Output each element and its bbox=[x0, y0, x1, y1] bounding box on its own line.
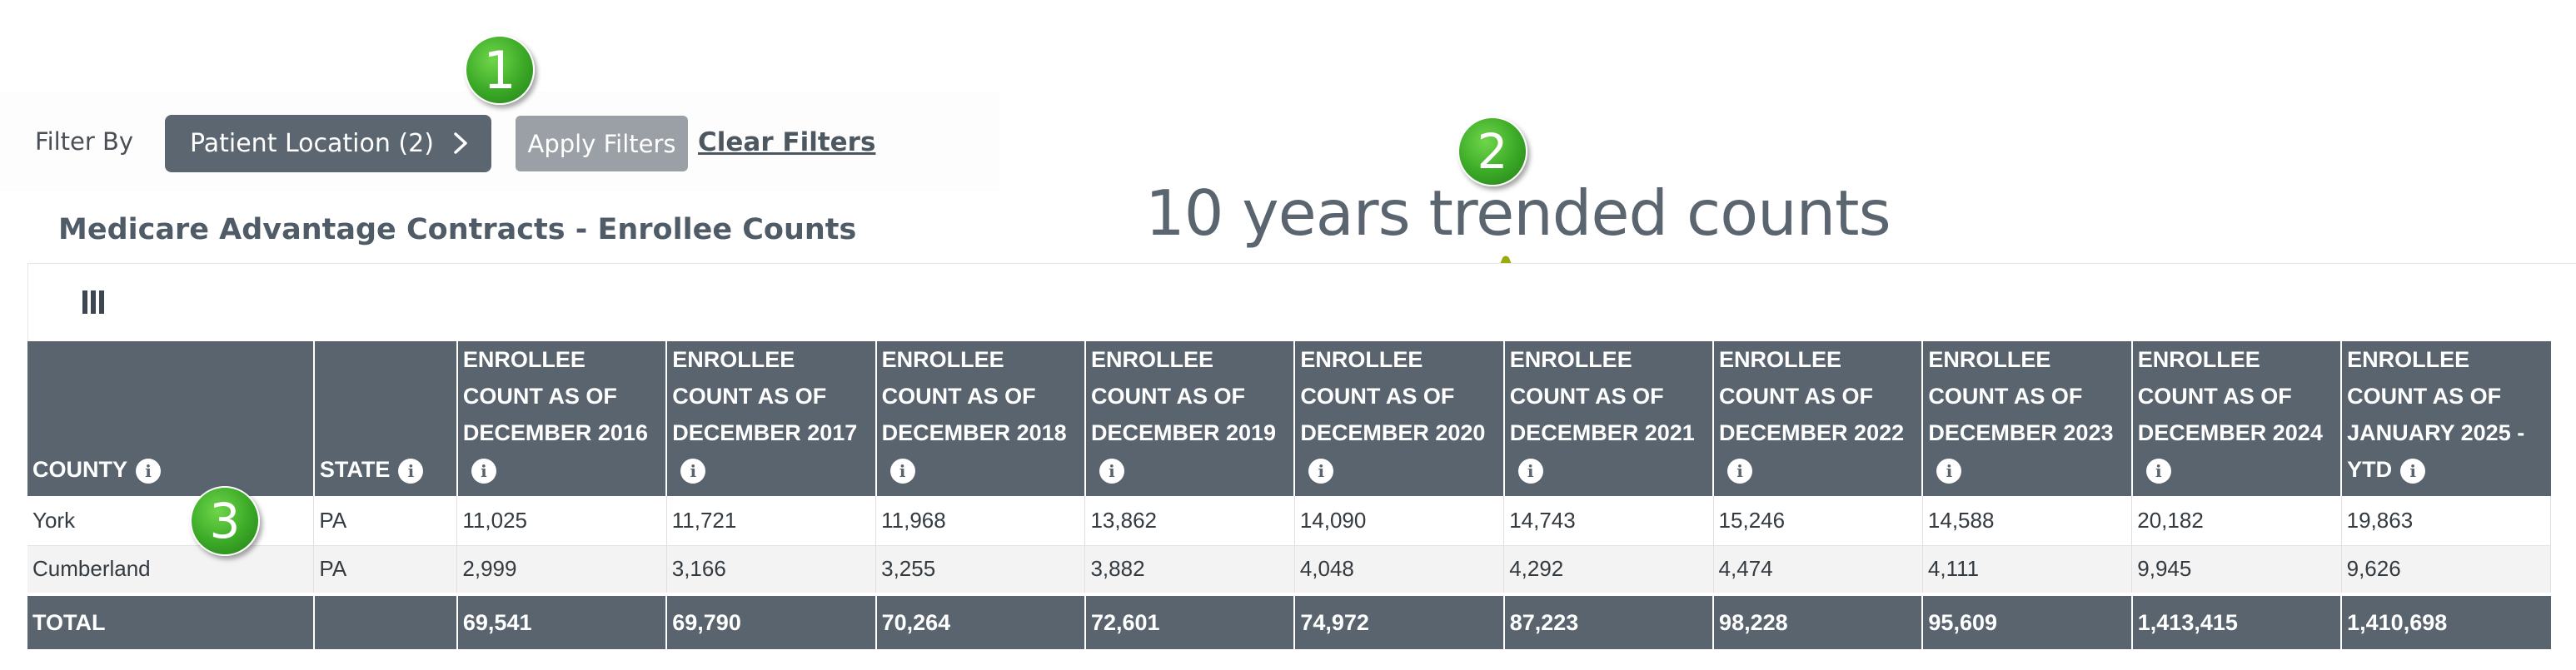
column-header[interactable]: ENROLLEE COUNT AS OF JANUARY 2025 - YTD i bbox=[2341, 341, 2551, 496]
table-cell-count: 2,999 bbox=[456, 544, 667, 594]
table-cell-count: 11,968 bbox=[875, 496, 1086, 545]
table-total-row: TOTAL 69,541 69,790 70,264 72,601 74,972… bbox=[27, 593, 2551, 649]
column-header-label: ENROLLEE COUNT AS OF DECEMBER 2020 bbox=[1300, 347, 1486, 445]
info-icon[interactable]: i bbox=[1727, 458, 1753, 484]
table-cell-count: 4,292 bbox=[1503, 544, 1714, 594]
info-icon[interactable]: i bbox=[398, 458, 424, 484]
column-header[interactable]: ENROLLEE COUNT AS OF DECEMBER 2024 i bbox=[2131, 341, 2343, 496]
column-header[interactable]: ENROLLEE COUNT AS OF DECEMBER 2016 i bbox=[456, 341, 668, 496]
total-cell: 95,609 bbox=[1922, 593, 2133, 649]
column-header-label: ENROLLEE COUNT AS OF DECEMBER 2018 bbox=[881, 347, 1067, 445]
column-header[interactable]: COUNTY i bbox=[27, 341, 315, 496]
total-cell: 98,228 bbox=[1713, 593, 1924, 649]
table-cell-count: 3,166 bbox=[666, 544, 877, 594]
total-cell: 74,972 bbox=[1294, 593, 1505, 649]
table-cell-count: 11,721 bbox=[666, 496, 877, 545]
column-header[interactable]: ENROLLEE COUNT AS OF DECEMBER 2017 i bbox=[666, 341, 877, 496]
table-cell-count: 13,862 bbox=[1084, 496, 1295, 545]
info-icon[interactable]: i bbox=[1517, 458, 1543, 484]
annotation-trend-title: 10 years trended counts bbox=[1145, 176, 1891, 250]
column-header-label: ENROLLEE COUNT AS OF DECEMBER 2022 bbox=[1719, 347, 1905, 445]
table-cell-count: 20,182 bbox=[2131, 496, 2342, 545]
column-header-label: ENROLLEE COUNT AS OF DECEMBER 2016 bbox=[462, 347, 648, 445]
table-cell-count: 9,945 bbox=[2131, 544, 2342, 594]
column-header-label: ENROLLEE COUNT AS OF DECEMBER 2021 bbox=[1509, 347, 1695, 445]
table-row[interactable]: Cumberland PA 2,999 3,166 3,255 3,882 4,… bbox=[27, 544, 2552, 594]
column-header[interactable]: ENROLLEE COUNT AS OF DECEMBER 2023 i bbox=[1922, 341, 2133, 496]
table-cell-count: 14,090 bbox=[1294, 496, 1505, 545]
column-header[interactable]: ENROLLEE COUNT AS OF DECEMBER 2018 i bbox=[875, 341, 1086, 496]
info-icon[interactable]: i bbox=[2145, 458, 2171, 484]
info-icon[interactable]: i bbox=[1308, 458, 1334, 484]
table-cell-state: PA bbox=[313, 496, 458, 545]
column-header-label: ENROLLEE COUNT AS OF DECEMBER 2017 bbox=[672, 347, 858, 445]
table-cell-count: 3,882 bbox=[1084, 544, 1295, 594]
table-cell-count: 9,626 bbox=[2341, 544, 2552, 594]
table-cell-count: 4,474 bbox=[1713, 544, 1923, 594]
table-header-row: COUNTY i STATE i ENROLLEE COUNT AS OF DECE… bbox=[27, 341, 2551, 496]
total-cell: 69,790 bbox=[666, 593, 877, 649]
info-icon[interactable]: i bbox=[889, 458, 915, 484]
patient-location-button[interactable]: Patient Location (2) bbox=[165, 115, 491, 172]
table-cell-count: 4,111 bbox=[1922, 544, 2133, 594]
table-cell-county: Cumberland bbox=[27, 544, 315, 594]
column-header-label: ENROLLEE COUNT AS OF DECEMBER 2019 bbox=[1090, 347, 1277, 445]
column-header[interactable]: ENROLLEE COUNT AS OF DECEMBER 2020 i bbox=[1294, 341, 1505, 496]
info-icon[interactable]: i bbox=[2400, 458, 2426, 484]
total-cell: 72,601 bbox=[1084, 593, 1296, 649]
columns-icon[interactable] bbox=[81, 289, 106, 315]
total-cell-state bbox=[313, 593, 458, 649]
annotation-badge-3: 3 bbox=[190, 486, 260, 556]
total-cell: 1,413,415 bbox=[2131, 593, 2343, 649]
column-header[interactable]: ENROLLEE COUNT AS OF DECEMBER 2019 i bbox=[1084, 341, 1296, 496]
table-cell-county: York bbox=[27, 496, 315, 545]
info-icon[interactable]: i bbox=[1936, 458, 1962, 484]
column-header[interactable]: ENROLLEE COUNT AS OF DECEMBER 2022 i bbox=[1713, 341, 1924, 496]
column-header[interactable]: ENROLLEE COUNT AS OF DECEMBER 2021 i bbox=[1503, 341, 1715, 496]
annotation-badge-1: 1 bbox=[465, 35, 535, 105]
table-cell-count: 14,743 bbox=[1503, 496, 1714, 545]
column-header-label: ENROLLEE COUNT AS OF DECEMBER 2023 bbox=[1928, 347, 2114, 445]
column-header[interactable]: STATE i bbox=[313, 341, 458, 496]
patient-location-label: Patient Location (2) bbox=[190, 129, 434, 158]
enrollee-table: COUNTY i STATE i ENROLLEE COUNT AS OF DECE… bbox=[27, 341, 2552, 649]
total-cell: 69,541 bbox=[456, 593, 668, 649]
info-icon[interactable]: i bbox=[136, 458, 161, 484]
chevron-right-icon bbox=[454, 132, 467, 154]
column-header-label: STATE bbox=[319, 457, 391, 482]
total-cell: 87,223 bbox=[1503, 593, 1715, 649]
filter-by-label: Filter By bbox=[35, 127, 134, 156]
table-cell-state: PA bbox=[313, 544, 458, 594]
table-cell-count: 4,048 bbox=[1294, 544, 1505, 594]
info-icon[interactable]: i bbox=[471, 458, 496, 484]
table-cell-count: 3,255 bbox=[875, 544, 1086, 594]
total-cell: 70,264 bbox=[875, 593, 1086, 649]
table-cell-count: 19,863 bbox=[2341, 496, 2552, 545]
annotation-badge-2: 2 bbox=[1457, 117, 1527, 186]
page-title: Medicare Advantage Contracts - Enrollee … bbox=[58, 213, 857, 246]
info-icon[interactable]: i bbox=[680, 458, 706, 484]
grid-toolbar bbox=[27, 263, 2576, 341]
table-row[interactable]: York PA 11,025 11,721 11,968 13,862 14,0… bbox=[27, 496, 2552, 545]
total-cell: 1,410,698 bbox=[2341, 593, 2551, 649]
apply-filters-button[interactable]: Apply Filters bbox=[516, 116, 688, 171]
table-cell-count: 11,025 bbox=[456, 496, 667, 545]
table-cell-count: 14,588 bbox=[1922, 496, 2133, 545]
column-header-label: ENROLLEE COUNT AS OF DECEMBER 2024 bbox=[2137, 347, 2323, 445]
clear-filters-link[interactable]: Clear Filters bbox=[698, 127, 876, 157]
table-cell-count: 15,246 bbox=[1713, 496, 1923, 545]
info-icon[interactable]: i bbox=[1099, 458, 1124, 484]
column-header-label: ENROLLEE COUNT AS OF JANUARY 2025 - YTD bbox=[2347, 347, 2525, 482]
total-label: TOTAL bbox=[27, 593, 315, 649]
column-header-label: COUNTY bbox=[32, 457, 127, 482]
